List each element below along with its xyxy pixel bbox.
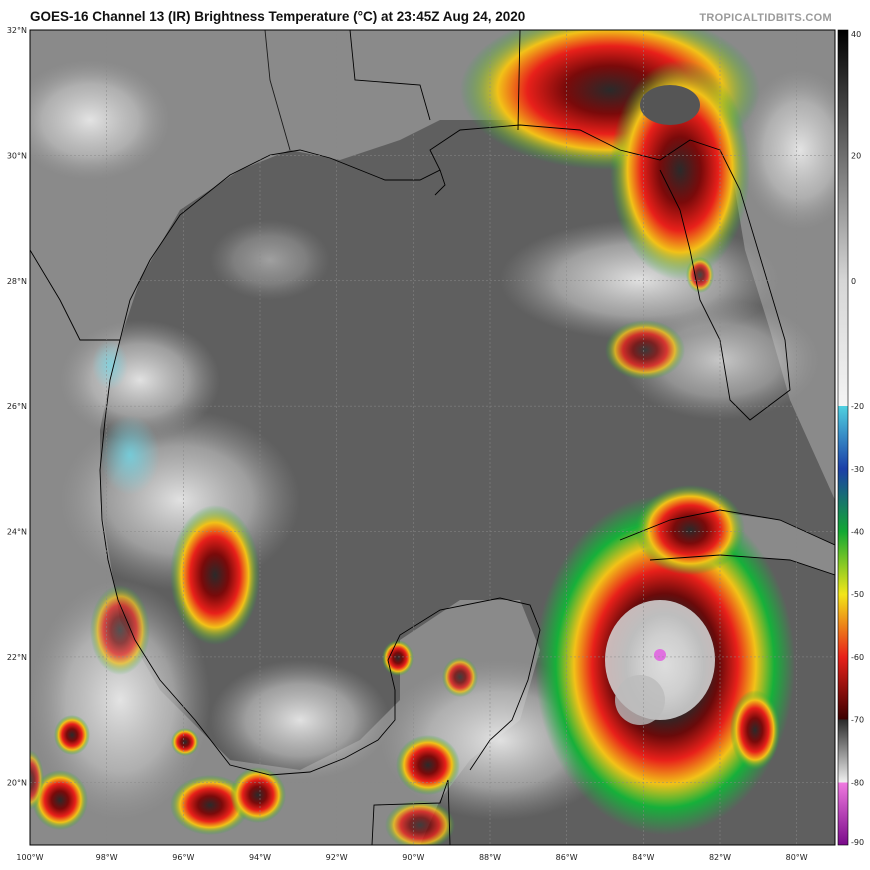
latitude-label: 28°N — [7, 277, 27, 286]
colorbar-tick-label: 0 — [851, 277, 856, 286]
colorbar-tick-label: -40 — [851, 528, 864, 537]
colorbar-tick-label: -80 — [851, 778, 864, 787]
latitude-label: 30°N — [7, 151, 27, 160]
colorbar-tick-label: -30 — [851, 465, 864, 474]
map-title: GOES-16 Channel 13 (IR) Brightness Tempe… — [30, 9, 526, 24]
colorbar-labels: 40 20 0 -20 -30 -40 -50 -60 -70 -80 -90 — [851, 30, 864, 847]
map-frame — [29, 29, 836, 846]
longitude-label: 90°W — [402, 853, 424, 862]
longitude-label: 86°W — [556, 853, 578, 862]
longitude-label: 100°W — [16, 853, 43, 862]
colorbar-tick-label: 20 — [851, 151, 861, 160]
colorbar-tick-label: -70 — [851, 716, 864, 725]
colorbar-tick-label: 40 — [851, 30, 861, 39]
latitude-label: 24°N — [7, 528, 27, 537]
storm-marco-north-gulf — [460, 30, 760, 280]
storm-laura-cuba — [535, 485, 795, 835]
longitude-label: 92°W — [326, 853, 348, 862]
storm-bay-of-campeche — [30, 715, 286, 835]
colorbar-tick-label: -20 — [851, 402, 864, 411]
latitude-label: 26°N — [7, 402, 27, 411]
longitude-label: 84°W — [632, 853, 654, 862]
storm-yucatan — [382, 640, 478, 845]
latitude-label: 22°N — [7, 653, 27, 662]
longitude-label: 96°W — [172, 853, 194, 862]
latitude-labels: 32°N30°N28°N26°N24°N22°N20°N18°N — [7, 26, 27, 787]
longitude-label: 82°W — [709, 853, 731, 862]
credit-label: TROPICALTIDBITS.COM — [699, 12, 832, 24]
latitude-label: 20°N — [7, 778, 27, 787]
longitude-label: 98°W — [96, 853, 118, 862]
colorbar-tick-label: -50 — [851, 590, 864, 599]
longitude-label: 94°W — [249, 853, 271, 862]
colorbar-tick-label: -60 — [851, 653, 864, 662]
storm-mexico-coast — [90, 505, 260, 675]
colorbar-tick-label: -90 — [851, 838, 864, 847]
colorbar — [837, 29, 849, 846]
longitude-label: 80°W — [786, 853, 808, 862]
longitude-label: 88°W — [479, 853, 501, 862]
longitude-labels: 100°W 98°W 96°W 94°W 92°W 90°W 88°W 86°W 84°W 82°… — [16, 853, 807, 862]
latitude-label: 32°N — [7, 26, 27, 35]
